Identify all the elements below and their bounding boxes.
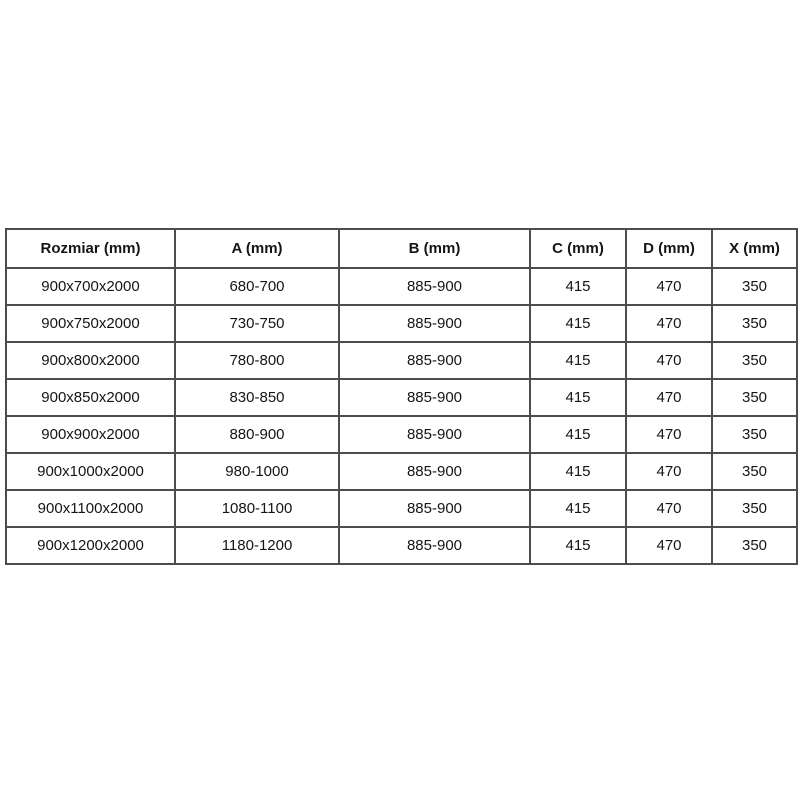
cell-x: 350 (711, 526, 798, 565)
cell-b: 885-900 (338, 378, 531, 417)
cell-a: 780-800 (174, 341, 340, 380)
cell-rozmiar: 900x850x2000 (5, 378, 176, 417)
cell-c: 415 (529, 304, 627, 343)
cell-x: 350 (711, 341, 798, 380)
cell-x: 350 (711, 489, 798, 528)
column-header-x: X (mm) (711, 228, 798, 269)
cell-a: 980-1000 (174, 452, 340, 491)
cell-c: 415 (529, 452, 627, 491)
column-header-b: B (mm) (338, 228, 531, 269)
cell-d: 470 (625, 267, 713, 306)
table-header-row: Rozmiar (mm) A (mm) B (mm) C (mm) D (mm)… (5, 228, 798, 269)
table-row: 900x750x2000 730-750 885-900 415 470 350 (5, 304, 798, 343)
cell-rozmiar: 900x750x2000 (5, 304, 176, 343)
cell-a: 680-700 (174, 267, 340, 306)
cell-b: 885-900 (338, 489, 531, 528)
cell-rozmiar: 900x900x2000 (5, 415, 176, 454)
cell-x: 350 (711, 378, 798, 417)
table-row: 900x1100x2000 1080-1100 885-900 415 470 … (5, 489, 798, 528)
column-header-c: C (mm) (529, 228, 627, 269)
cell-rozmiar: 900x1200x2000 (5, 526, 176, 565)
cell-c: 415 (529, 526, 627, 565)
cell-c: 415 (529, 341, 627, 380)
cell-b: 885-900 (338, 304, 531, 343)
table-row: 900x900x2000 880-900 885-900 415 470 350 (5, 415, 798, 454)
cell-b: 885-900 (338, 341, 531, 380)
cell-a: 830-850 (174, 378, 340, 417)
cell-rozmiar: 900x800x2000 (5, 341, 176, 380)
cell-x: 350 (711, 452, 798, 491)
cell-rozmiar: 900x700x2000 (5, 267, 176, 306)
cell-d: 470 (625, 341, 713, 380)
column-header-rozmiar: Rozmiar (mm) (5, 228, 176, 269)
cell-b: 885-900 (338, 267, 531, 306)
cell-b: 885-900 (338, 452, 531, 491)
cell-d: 470 (625, 304, 713, 343)
column-header-d: D (mm) (625, 228, 713, 269)
cell-a: 1080-1100 (174, 489, 340, 528)
table-row: 900x800x2000 780-800 885-900 415 470 350 (5, 341, 798, 380)
cell-a: 1180-1200 (174, 526, 340, 565)
cell-b: 885-900 (338, 526, 531, 565)
column-header-a: A (mm) (174, 228, 340, 269)
cell-d: 470 (625, 378, 713, 417)
cell-d: 470 (625, 415, 713, 454)
table-row: 900x700x2000 680-700 885-900 415 470 350 (5, 267, 798, 306)
cell-x: 350 (711, 267, 798, 306)
cell-d: 470 (625, 489, 713, 528)
cell-c: 415 (529, 415, 627, 454)
table-row: 900x1000x2000 980-1000 885-900 415 470 3… (5, 452, 798, 491)
cell-d: 470 (625, 452, 713, 491)
cell-c: 415 (529, 489, 627, 528)
table-row: 900x1200x2000 1180-1200 885-900 415 470 … (5, 526, 798, 565)
cell-x: 350 (711, 304, 798, 343)
size-specification-table: Rozmiar (mm) A (mm) B (mm) C (mm) D (mm)… (5, 228, 798, 565)
cell-rozmiar: 900x1000x2000 (5, 452, 176, 491)
cell-b: 885-900 (338, 415, 531, 454)
cell-a: 730-750 (174, 304, 340, 343)
table-row: 900x850x2000 830-850 885-900 415 470 350 (5, 378, 798, 417)
cell-x: 350 (711, 415, 798, 454)
size-specification-table-container: Rozmiar (mm) A (mm) B (mm) C (mm) D (mm)… (5, 228, 798, 565)
cell-d: 470 (625, 526, 713, 565)
cell-c: 415 (529, 378, 627, 417)
cell-rozmiar: 900x1100x2000 (5, 489, 176, 528)
cell-c: 415 (529, 267, 627, 306)
cell-a: 880-900 (174, 415, 340, 454)
